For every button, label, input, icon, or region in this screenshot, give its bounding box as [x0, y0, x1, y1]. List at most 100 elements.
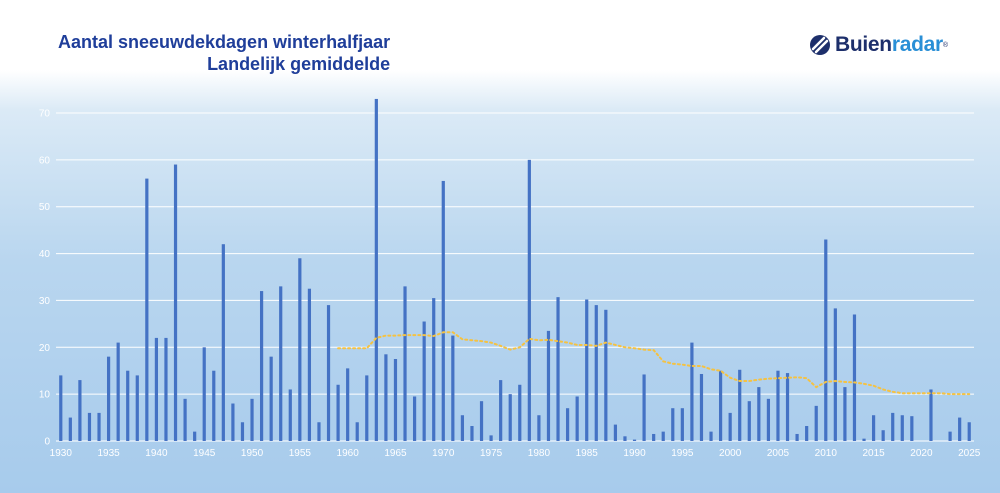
bar-1958: [326, 305, 331, 441]
bar-1994: [671, 408, 675, 441]
bar-2010: [824, 239, 828, 441]
y-tick-label: 60: [39, 155, 51, 166]
bar-2023: [948, 431, 952, 441]
bar-2005: [776, 370, 780, 441]
bar-2000: [728, 412, 732, 441]
bar-1952: [269, 356, 273, 441]
bar-1946: [212, 370, 216, 441]
bar-1935: [106, 356, 111, 441]
x-tick-label: 1950: [241, 448, 264, 459]
bar-1963: [374, 98, 378, 441]
bar-2001: [738, 369, 742, 441]
x-tick-label: 2010: [815, 448, 838, 459]
bar-1978: [518, 384, 522, 441]
logo-registered-mark: ®: [942, 41, 949, 49]
bar-2003: [757, 387, 761, 441]
bar-1977: [508, 394, 512, 441]
bar-1962: [365, 375, 369, 441]
bar-1941: [164, 337, 168, 441]
bar-2018: [900, 415, 904, 441]
bar-2025: [967, 422, 971, 441]
x-tick-label: 1955: [289, 448, 312, 459]
bar-1999: [718, 370, 723, 441]
x-tick-label: 1980: [528, 448, 551, 459]
bar-1953: [279, 286, 283, 441]
x-tick-label: 1990: [623, 448, 646, 459]
bar-1965: [393, 359, 398, 441]
bar-1981: [546, 330, 551, 441]
bar-2019: [910, 416, 914, 441]
y-tick-label: 40: [39, 249, 51, 260]
bar-1939: [145, 178, 149, 441]
bar-2008: [805, 426, 809, 441]
y-tick-label: 0: [44, 437, 50, 448]
x-tick-label: 1970: [432, 448, 455, 459]
y-tick-label: 20: [39, 343, 51, 354]
y-tick-label: 50: [39, 202, 51, 213]
bar-1992: [652, 433, 656, 441]
bar-1931: [68, 417, 72, 441]
bar-2004: [766, 398, 771, 441]
y-tick-label: 10: [39, 390, 51, 401]
bar-1934: [97, 412, 101, 441]
logo-text-accent: radar: [891, 33, 943, 56]
bar-1948: [231, 403, 235, 441]
chart-title-block: Aantal sneeuwdekdagen winterhalfjaar Lan…: [58, 31, 390, 75]
bar-1975: [489, 435, 493, 441]
bar-1989: [623, 436, 627, 441]
bar-1980: [537, 415, 541, 441]
bar-1987: [604, 309, 608, 441]
bar-2014: [862, 438, 866, 441]
bar-1936: [116, 342, 120, 441]
bar-1950: [250, 398, 254, 441]
x-tick-label: 1940: [145, 448, 168, 459]
bar-1986: [594, 305, 598, 441]
bar-1947: [221, 244, 225, 441]
bar-1942: [173, 164, 178, 442]
bar-1968: [422, 321, 426, 441]
bar-1984: [575, 396, 579, 441]
x-tick-label: 1975: [480, 448, 503, 459]
bar-1945: [202, 347, 206, 441]
bar-1961: [355, 422, 359, 441]
bar-1974: [479, 401, 484, 441]
x-tick-label: 1965: [384, 448, 407, 459]
chart-subtitle: Landelijk gemiddelde: [207, 54, 391, 74]
bar-1964: [384, 354, 388, 441]
bar-1951: [259, 291, 264, 441]
bar-1966: [403, 286, 407, 441]
bar-1970: [441, 180, 445, 441]
bar-2015: [871, 415, 876, 441]
logo-text-main: Buien: [835, 33, 892, 56]
bar-1938: [135, 375, 139, 441]
x-tick-label: 1935: [97, 448, 120, 459]
bar-1933: [87, 412, 92, 441]
y-tick-label: 70: [39, 109, 51, 120]
x-tick-label: 2000: [719, 448, 742, 459]
x-tick-label: 2015: [862, 448, 885, 459]
x-tick-label: 1995: [671, 448, 694, 459]
bar-series: [59, 98, 971, 442]
bar-1943: [183, 398, 187, 441]
bar-2013: [852, 314, 857, 441]
x-tick-label: 1985: [576, 448, 599, 459]
bar-1944: [193, 431, 197, 441]
bar-1971: [451, 335, 455, 441]
y-axis: 0 10 20 30 40 50 60 70: [39, 109, 51, 448]
bar-2006: [785, 373, 790, 441]
bar-1956: [307, 288, 312, 441]
bar-2017: [891, 412, 895, 441]
bar-1995: [680, 408, 684, 441]
bar-1976: [499, 380, 503, 441]
x-tick-label: 2005: [767, 448, 790, 459]
bar-1960: [346, 368, 350, 441]
bar-1940: [154, 337, 159, 441]
bar-2007: [795, 433, 799, 441]
y-tick-label: 30: [39, 296, 51, 307]
bar-2012: [843, 387, 847, 441]
x-tick-label: 1960: [337, 448, 360, 459]
x-axis: 1930 1935 1940 1945 1950 1955 1960 1965 1970 1975…: [50, 448, 981, 459]
bar-1973: [470, 426, 474, 441]
bar-1982: [556, 297, 560, 441]
